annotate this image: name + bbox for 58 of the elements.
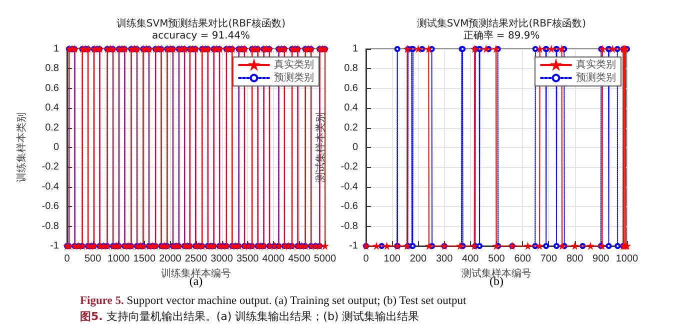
x-tick-label: 1000: [616, 254, 639, 264]
y-axis-title: 测试集样本类别: [314, 112, 326, 182]
legend-label: 真实类别: [576, 58, 616, 70]
chart-title: 训练集SVM预测结果对比(RBF核函数): [116, 18, 286, 30]
legend-label: 预测类别: [274, 72, 314, 84]
x-tick-label: 4500: [288, 254, 311, 264]
y-tick-label: -0.2: [340, 162, 358, 173]
x-tick-label: 2000: [159, 254, 182, 264]
y-tick-label: 0.4: [45, 102, 60, 114]
x-tick-label: 3500: [236, 254, 260, 264]
y-tick-label: 0.4: [344, 102, 358, 114]
y-tick-label: -1: [50, 240, 60, 252]
x-tick-label: 0: [363, 254, 370, 264]
x-tick-label: 400: [462, 254, 480, 264]
y-axis-title: 训练集样本类别: [16, 112, 28, 182]
y-tick-label: -0.8: [340, 220, 358, 232]
x-tick-label: 1500: [133, 254, 156, 264]
x-axis-title: 测试集样本编号: [462, 267, 532, 280]
y-tick-label: 0.6: [344, 82, 358, 94]
y-tick-label: 0.8: [344, 63, 358, 74]
x-tick-label: 0: [64, 254, 70, 264]
chart-title: 测试集SVM预测结果对比(RBF核函数): [416, 18, 586, 30]
y-tick-label: 1: [53, 44, 60, 54]
y-tick-label: -0.2: [42, 162, 60, 173]
x-tick-label: 2500: [184, 254, 208, 264]
x-tick-label: 1000: [107, 254, 130, 264]
y-tick-label: 0.6: [45, 82, 60, 94]
x-tick-label: 900: [592, 254, 610, 264]
x-tick-label: 100: [384, 254, 401, 264]
chart-subtitle: 正确率 = 89.9%: [463, 30, 540, 42]
x-tick-label: 800: [566, 254, 584, 264]
y-tick-label: -0.8: [42, 220, 60, 232]
x-tick-label: 600: [514, 254, 532, 264]
x-tick-label: 5000: [314, 254, 337, 264]
legend-label: 预测类别: [576, 72, 616, 84]
y-tick-label: 1: [352, 44, 358, 54]
y-tick-label: -0.6: [42, 201, 60, 212]
x-tick-label: 300: [436, 254, 454, 264]
y-tick-label: 0.8: [45, 63, 60, 74]
caption: 图5. 支持向量机输出结果。(a) 训练集输出结果；(b) 测试集输出结果: [80, 309, 420, 325]
chart-subtitle: accuracy = 91.44%: [152, 30, 250, 42]
y-tick-label: -0.4: [340, 181, 358, 192]
x-tick-label: 3000: [210, 254, 234, 264]
x-axis-title: 训练集样本编号: [161, 267, 231, 280]
x-tick-label: 500: [488, 254, 506, 264]
x-tick-label: 500: [84, 254, 102, 264]
y-tick-label: -0.6: [340, 201, 358, 212]
x-tick-label: 700: [540, 254, 558, 264]
y-tick-label: 0: [352, 142, 358, 153]
legend-label: 真实类别: [274, 58, 314, 70]
caption: Figure 5. Support vector machine output. (a) Training set output; (b) Test set output: [80, 294, 466, 309]
y-tick-label: 0.2: [45, 122, 60, 134]
y-tick-label: -1: [349, 240, 358, 252]
x-tick-label: 4000: [262, 254, 285, 264]
y-tick-label: -0.4: [42, 181, 60, 192]
y-tick-label: 0.2: [344, 122, 358, 134]
y-tick-label: 0: [53, 142, 60, 153]
x-tick-label: 200: [410, 254, 427, 264]
